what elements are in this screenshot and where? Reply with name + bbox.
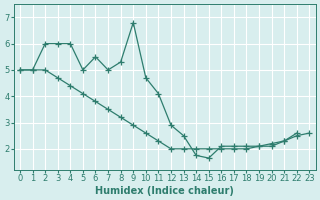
X-axis label: Humidex (Indice chaleur): Humidex (Indice chaleur) <box>95 186 234 196</box>
